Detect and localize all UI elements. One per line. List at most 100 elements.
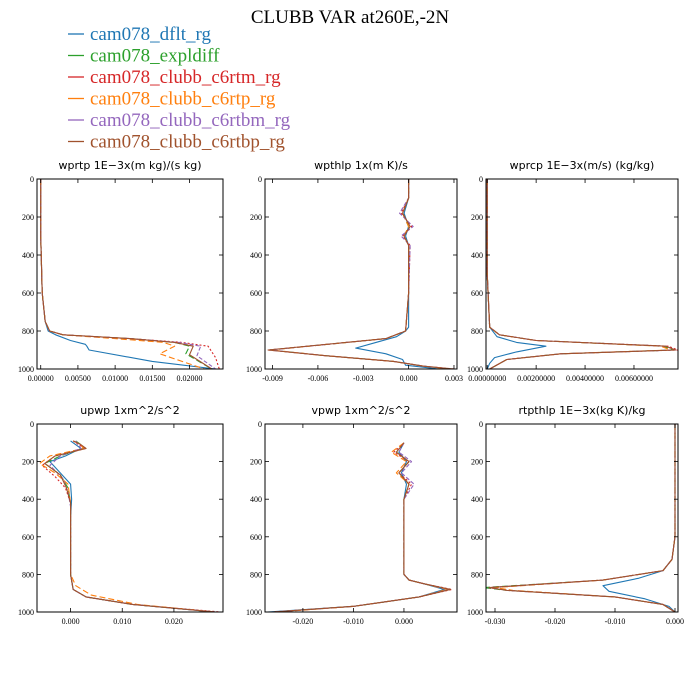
series-line bbox=[602, 424, 676, 612]
y-tick-label: 600 bbox=[471, 289, 483, 298]
series-group bbox=[267, 442, 453, 612]
legend-item: cam078_clubb_c6rtbp_rg bbox=[68, 132, 285, 153]
panel-title: upwp 1xm^2/s^2 bbox=[80, 404, 180, 417]
plot-frame bbox=[485, 178, 679, 370]
x-tick-label: 0.01500 bbox=[139, 374, 165, 383]
y-tick-label: 800 bbox=[250, 327, 262, 336]
y-tick-label: 0 bbox=[479, 420, 483, 429]
y-tick-label: 1000 bbox=[467, 365, 483, 374]
x-tick-label: 0.000 bbox=[62, 617, 80, 626]
y-tick-label: 800 bbox=[471, 327, 483, 336]
x-tick-label: 0.00500 bbox=[65, 374, 91, 383]
y-tick-label: 400 bbox=[250, 251, 262, 260]
x-tick-label: 0.00400000 bbox=[566, 374, 604, 383]
series-group bbox=[267, 179, 455, 369]
series-line bbox=[486, 424, 676, 612]
panel: rtpthlp 1E−3x(kg K)/kg02004006008001000-… bbox=[467, 404, 684, 626]
legend-item: cam078_clubb_c6rtbm_rg bbox=[68, 110, 291, 131]
legend-item: cam078_clubb_c6rtp_rg bbox=[68, 89, 276, 110]
y-tick-label: 800 bbox=[471, 570, 483, 579]
series-line bbox=[486, 179, 678, 369]
series-line bbox=[272, 442, 453, 612]
series-line bbox=[486, 179, 677, 369]
x-tick-label: 0.000 bbox=[400, 374, 418, 383]
series-line bbox=[272, 442, 450, 612]
series-line bbox=[486, 179, 672, 369]
x-tick-label: -0.020 bbox=[293, 617, 314, 626]
y-tick-label: 400 bbox=[22, 251, 34, 260]
plot-frame bbox=[264, 178, 458, 370]
series-line bbox=[40, 179, 216, 369]
legend-label: cam078_clubb_c6rtp_rg bbox=[90, 89, 276, 110]
series-line bbox=[40, 179, 205, 369]
plot-frame bbox=[36, 423, 224, 613]
x-tick-label: -0.010 bbox=[343, 617, 364, 626]
x-tick-label: 0.003 bbox=[445, 374, 463, 383]
y-tick-label: 0 bbox=[30, 420, 34, 429]
panel: vpwp 1xm^2/s^2 0 200 400 600 800 1000 -0.020 -0.… bbox=[246, 404, 458, 626]
x-tick-label: -0.030 bbox=[485, 617, 506, 626]
x-tick-label: 0.00200000 bbox=[517, 374, 555, 383]
series-line bbox=[49, 440, 216, 612]
series-line bbox=[49, 440, 216, 612]
panel: wpthlp 1x(m K)/s 0 200 400 600 800 1000-0.009 -… bbox=[246, 159, 463, 383]
y-tick-label: 1000 bbox=[246, 608, 262, 617]
y-tick-label: 0 bbox=[258, 175, 262, 184]
series-line bbox=[40, 179, 220, 369]
series-line bbox=[41, 440, 221, 612]
x-tick-label: -0.020 bbox=[545, 617, 566, 626]
x-tick-label: -0.009 bbox=[262, 374, 283, 383]
panel-title: rtpthlp 1E−3x(kg K)/kg bbox=[518, 404, 645, 417]
x-tick-label: -0.003 bbox=[353, 374, 374, 383]
y-tick-label: 800 bbox=[250, 570, 262, 579]
panel-title: wprtp 1E−3x(m kg)/(s kg) bbox=[59, 159, 202, 172]
x-tick-label: 0.010 bbox=[113, 617, 131, 626]
panel: wprcp 1E−3x(m/s) (kg/kg) 0 200 400 600 800 100… bbox=[467, 159, 679, 383]
plot-frame bbox=[36, 178, 224, 370]
panel: wprtp 1E−3x(m kg)/(s kg) 0 200 400 600 800 100… bbox=[18, 159, 224, 383]
series-line bbox=[272, 442, 451, 612]
x-tick-label: 0.00000 bbox=[28, 374, 54, 383]
y-tick-label: 600 bbox=[22, 533, 34, 542]
y-tick-label: 200 bbox=[471, 213, 483, 222]
series-line bbox=[272, 442, 450, 612]
y-tick-label: 200 bbox=[22, 213, 34, 222]
x-tick-label: -0.010 bbox=[605, 617, 626, 626]
y-tick-label: 600 bbox=[250, 289, 262, 298]
y-tick-label: 1000 bbox=[246, 365, 262, 374]
legend-label: cam078_clubb_c6rtm_rg bbox=[90, 67, 281, 88]
y-tick-label: 400 bbox=[471, 251, 483, 260]
y-tick-label: 200 bbox=[22, 458, 34, 467]
series-line bbox=[268, 179, 452, 369]
y-tick-label: 800 bbox=[22, 327, 34, 336]
y-tick-label: 800 bbox=[22, 570, 34, 579]
series-line bbox=[486, 179, 677, 369]
x-tick-label: 0.000 bbox=[666, 617, 684, 626]
panel-title: wprcp 1E−3x(m/s) (kg/kg) bbox=[510, 159, 655, 172]
y-tick-label: 400 bbox=[250, 495, 262, 504]
plot-frame bbox=[485, 423, 679, 613]
y-tick-label: 1000 bbox=[18, 365, 34, 374]
series-line bbox=[488, 424, 676, 612]
x-tick-label: 0.01000 bbox=[102, 374, 128, 383]
series-line bbox=[40, 179, 213, 369]
x-tick-label: 0.02000 bbox=[177, 374, 203, 383]
y-tick-label: 400 bbox=[471, 495, 483, 504]
x-tick-label: 0.000 bbox=[395, 617, 413, 626]
legend-label: cam078_dflt_rg bbox=[90, 24, 212, 45]
y-tick-label: 400 bbox=[22, 495, 34, 504]
series-line bbox=[277, 442, 448, 612]
y-tick-label: 600 bbox=[471, 533, 483, 542]
legend-label: cam078_clubb_c6rtbm_rg bbox=[90, 110, 291, 131]
x-tick-label: 0.00600000 bbox=[615, 374, 653, 383]
panel-title: vpwp 1xm^2/s^2 bbox=[311, 404, 410, 417]
panel: upwp 1xm^2/s^2 0 200 400 600 800 1000 0.000 0.01… bbox=[18, 404, 224, 626]
legend: cam078_dflt_rgcam078_expldiffcam078_club… bbox=[68, 24, 291, 153]
series-line bbox=[488, 424, 676, 612]
panel-title: wpthlp 1x(m K)/s bbox=[314, 159, 408, 172]
series-group bbox=[486, 424, 676, 612]
series-line bbox=[494, 424, 676, 612]
series-line bbox=[486, 179, 674, 369]
panels: wprtp 1E−3x(m kg)/(s kg) 0 200 400 600 800 100… bbox=[18, 159, 684, 626]
y-tick-label: 600 bbox=[22, 289, 34, 298]
